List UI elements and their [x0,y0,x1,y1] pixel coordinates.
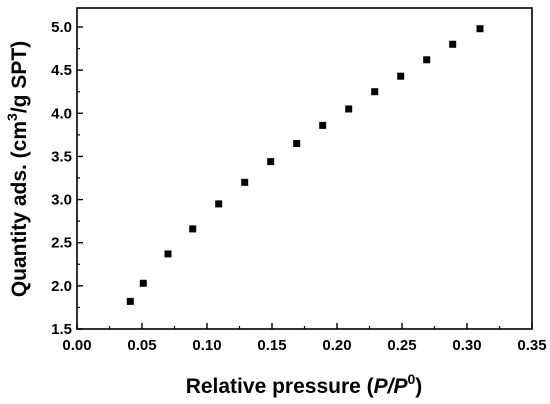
data-point [397,72,405,80]
x-tick-label: 0.20 [322,337,351,354]
x-axis-title-superscript: 0 [408,371,416,387]
x-tick-label: 0.10 [192,337,221,354]
data-points [126,25,484,305]
x-axis-title-italic: P/P [374,375,409,398]
data-point [476,25,484,33]
y-tick-label: 5.0 [51,19,72,36]
y-tick-label: 2.5 [51,235,72,252]
data-point [423,56,431,64]
y-tick-label: 2.0 [51,278,72,295]
data-point [215,200,223,208]
y-axis-title-suffix: /g SPT) [8,41,31,113]
x-axis-title: Relative pressure (P/P0) [186,371,423,398]
x-axis-title-suffix: ) [415,375,422,398]
data-point [319,121,327,129]
x-tick-label: 0.30 [452,337,481,354]
data-point [293,139,301,147]
data-point [241,178,249,186]
x-axis-title-prefix: Relative pressure ( [186,375,374,398]
y-tick-label: 4.0 [51,105,72,122]
data-point [139,279,147,287]
data-point [126,297,134,305]
y-tick-label: 3.5 [51,148,72,165]
y-tick-label: 1.5 [51,321,72,338]
data-point [449,40,457,48]
data-point [345,105,353,113]
y-axis-title: Quantity ads. (cm3/g SPT) [4,41,31,297]
x-tick-label: 0.15 [257,337,286,354]
data-point [189,225,197,233]
axis-tick-labels: 0.00 0.05 0.10 0.15 0.20 0.25 0.30 0.35 1.5 2.0 2.… [51,19,546,354]
data-point [164,250,172,258]
axis-ticks [76,26,533,330]
x-tick-label: 0.25 [387,337,416,354]
x-tick-label: 0.05 [127,337,156,354]
y-axis-title-prefix: Quantity ads. (cm [8,121,31,297]
y-tick-label: 3.0 [51,192,72,209]
y-tick-label: 4.5 [51,62,72,79]
x-tick-label: 0.35 [517,337,546,354]
x-tick-label: 0.00 [62,337,91,354]
data-point [371,88,379,96]
data-point [267,158,275,166]
y-axis-title-superscript: 3 [4,113,20,121]
